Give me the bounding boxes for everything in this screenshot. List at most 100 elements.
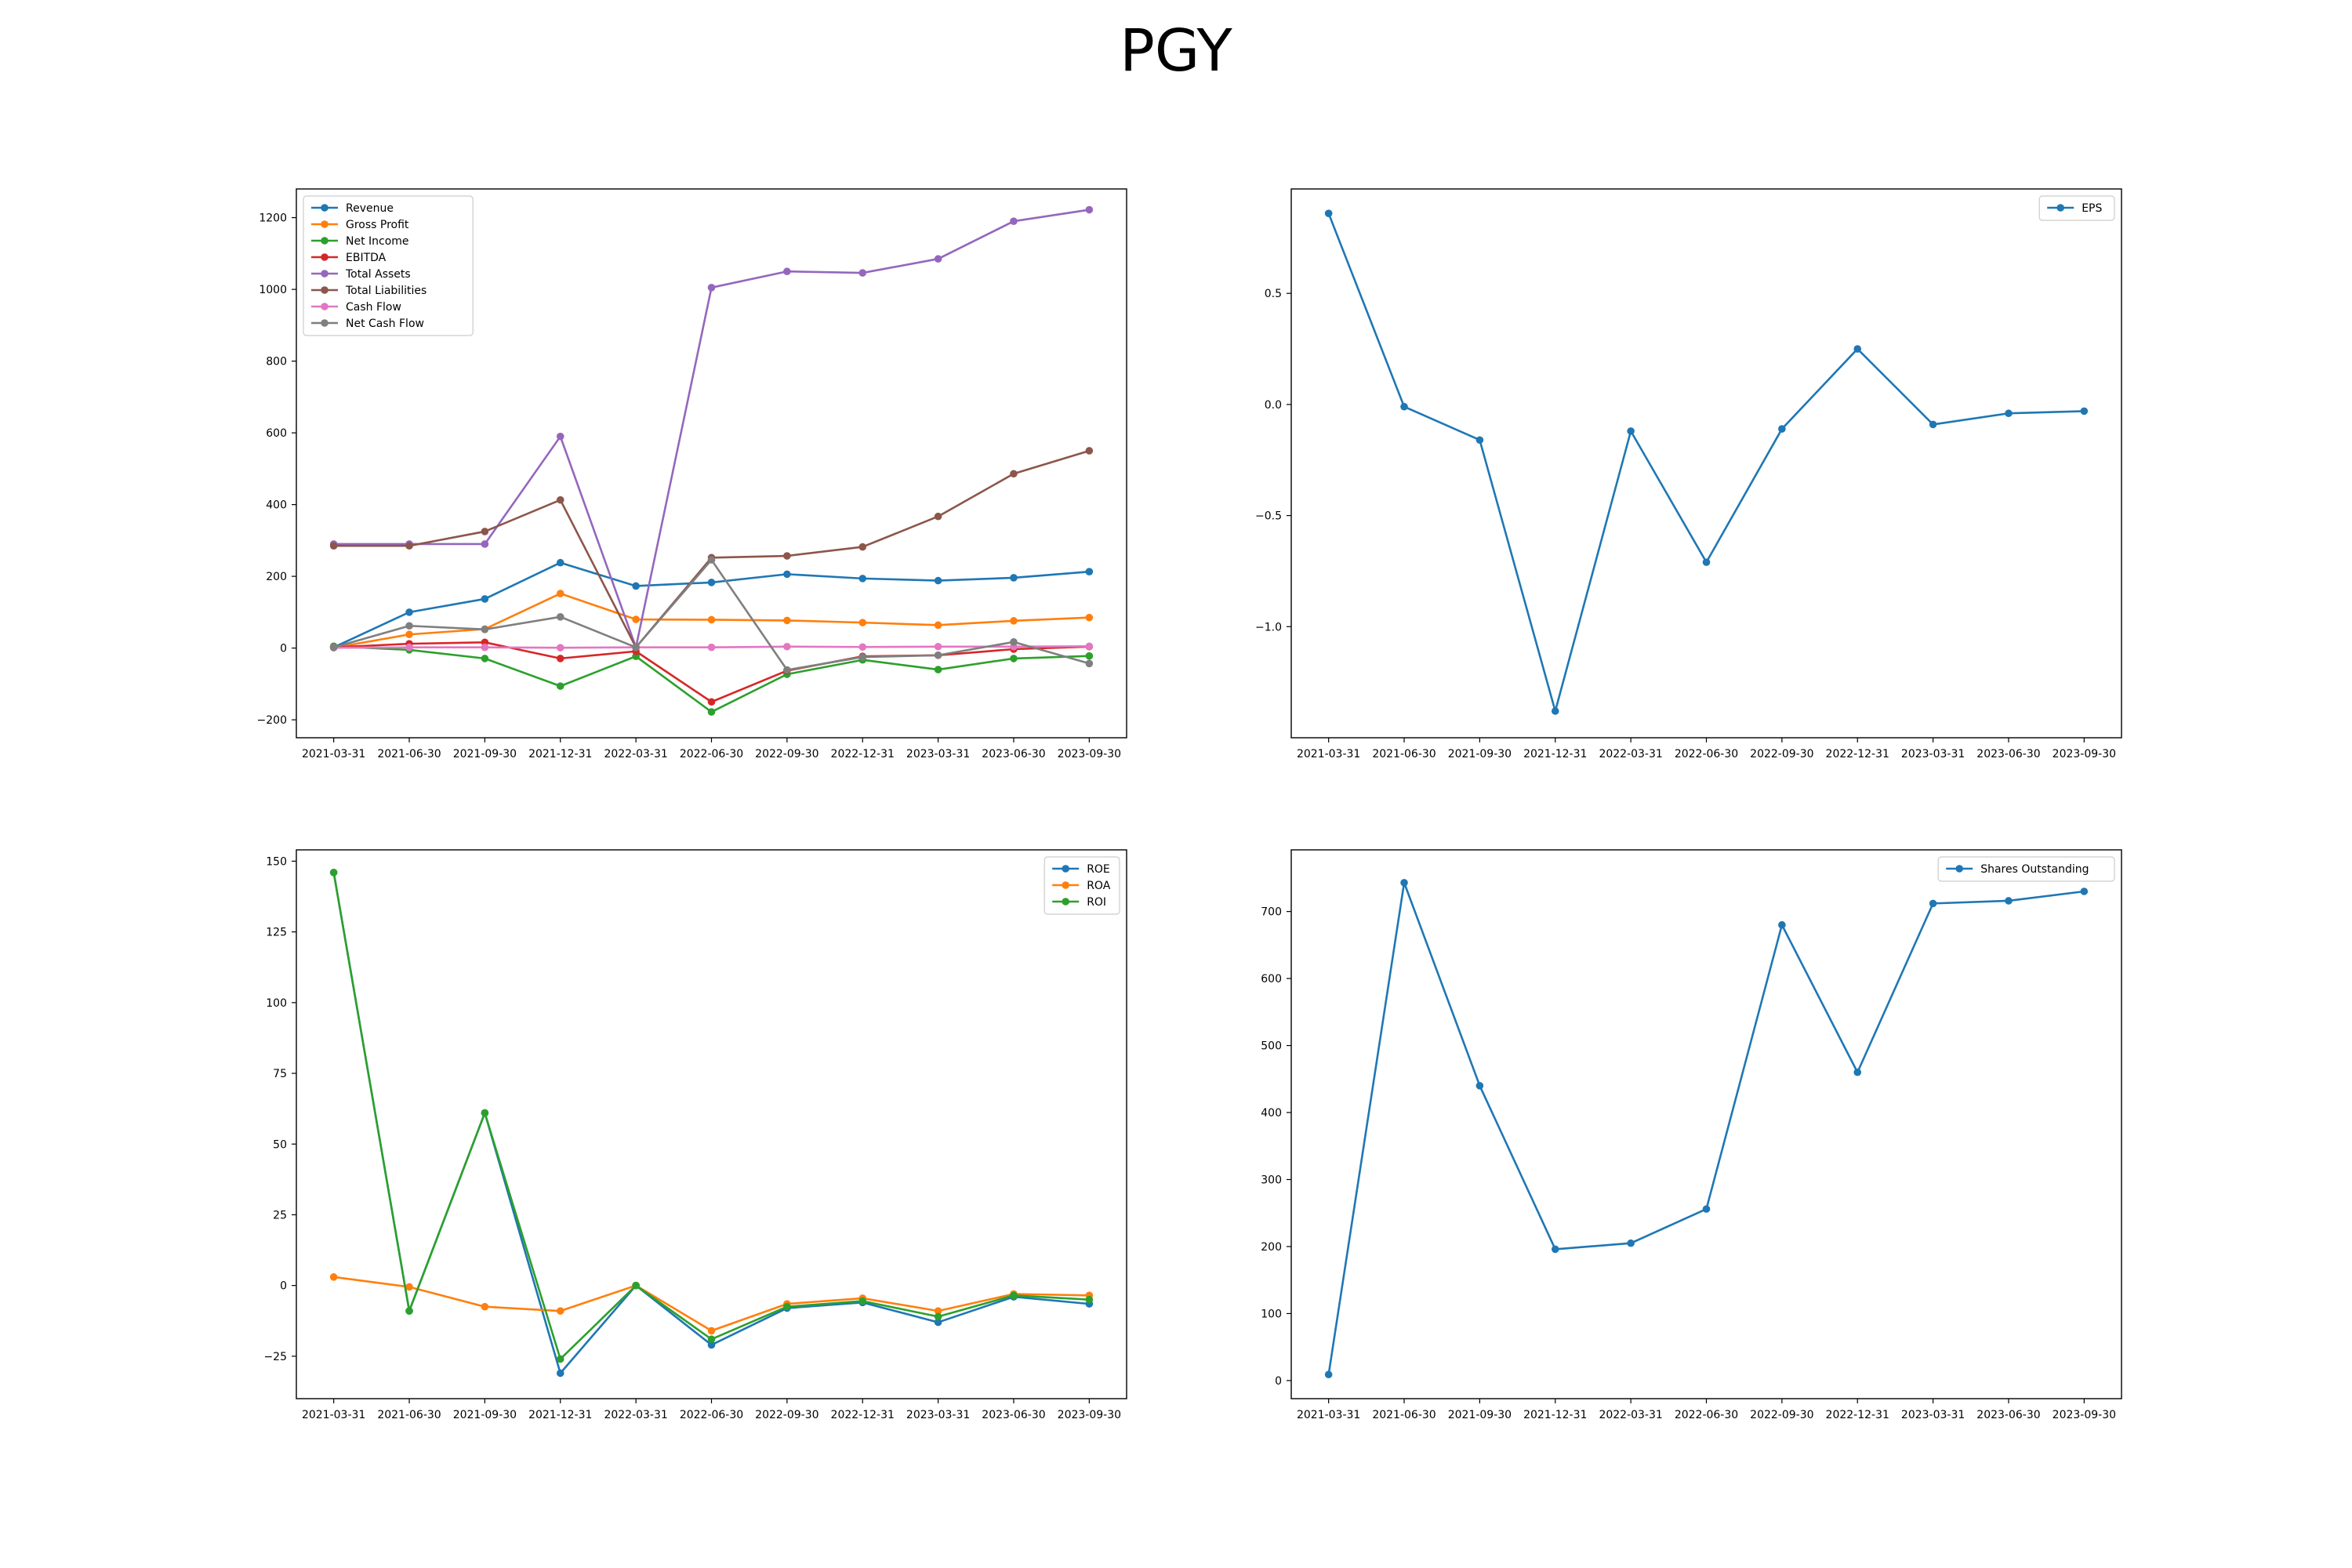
axes-frame [1290,849,2122,1399]
series-line-revenue [333,561,1090,648]
x-tick-label: 2021-03-31 [302,1409,365,1421]
data-point-total-liabilities [329,542,338,550]
x-tick-label: 2022-03-31 [1599,1409,1662,1421]
data-point-roa [329,1273,338,1281]
x-tick-label: 2021-06-30 [1372,1409,1436,1421]
x-tick-label: 2021-06-30 [377,748,441,760]
data-point-roi [405,1307,413,1315]
data-point-net-income [1085,652,1094,660]
data-point-net-income [707,708,716,716]
legend-marker-total-assets [321,270,328,278]
y-tick-label: 400 [1261,1107,1282,1120]
x-tick-label: 2022-12-31 [1826,1409,1889,1421]
data-point-net-cash-flow [783,666,791,674]
data-point-ebitda [707,698,716,706]
legend-marker-roi [1062,898,1069,906]
legend-marker-gross-profit [321,220,328,228]
data-point-cash-flow [405,643,413,652]
data-point-eps [2005,409,2013,418]
subplot-returns: 2021-03-31 2021-06-30 2021-09-30 2021-12-31… [263,849,1127,1421]
data-point-net-income [481,655,489,662]
data-point-total-assets [934,255,942,263]
legend-marker-net-income [321,237,328,245]
data-point-total-assets [1010,217,1018,225]
data-point-roa [707,1327,716,1335]
data-point-revenue [858,575,867,583]
x-tick-label: 2022-03-31 [604,1409,667,1421]
y-tick-label: 500 [1261,1040,1282,1053]
x-tick-label: 2021-06-30 [1372,748,1436,760]
legend-label-revenue: Revenue [346,202,394,215]
x-tick-label: 2023-09-30 [1058,748,1121,760]
x-tick-label: 2022-12-31 [831,1409,895,1421]
x-tick-label: 2021-09-30 [1448,748,1512,760]
legend-marker-eps [2056,204,2064,212]
data-point-shares-outstanding [1929,899,1937,908]
x-tick-label: 2021-12-31 [528,1409,592,1421]
data-point-shares-outstanding [1627,1239,1635,1247]
data-point-net-cash-flow [1085,659,1094,668]
axes-frame [296,849,1127,1399]
legend-label-gross-profit: Gross Profit [346,219,409,231]
x-tick-label: 2022-06-30 [1675,1409,1738,1421]
data-point-gross-profit [556,590,564,597]
data-point-roi [329,869,338,877]
series-line-roe [332,872,1090,1374]
data-point-roe [556,1369,564,1377]
x-tick-label: 2021-09-30 [453,748,517,760]
data-point-roi [632,1281,640,1290]
data-point-shares-outstanding [1475,1082,1484,1090]
legend-label-total-assets: Total Assets [345,268,411,281]
data-point-eps [1778,425,1786,433]
data-point-roi [783,1302,791,1311]
data-point-roa [934,1307,942,1315]
legend-marker-roe [1062,865,1069,873]
x-tick-label: 2021-12-31 [1523,1409,1587,1421]
axes-frame [1290,188,2122,739]
data-point-revenue [707,579,716,586]
y-tick-label: 200 [266,571,287,583]
x-tick-label: 2023-03-31 [906,1409,970,1421]
data-point-shares-outstanding [1551,1245,1559,1254]
x-tick-label: 2022-06-30 [1675,748,1738,760]
y-tick-label: 400 [266,499,287,512]
data-point-cash-flow [481,643,489,652]
data-point-eps [1475,436,1484,445]
data-point-net-cash-flow [632,643,640,652]
x-tick-label: 2021-06-30 [377,1409,441,1421]
data-point-net-income [556,682,564,690]
data-point-eps [1400,402,1408,411]
legend-label-ebitda: EBITDA [346,252,387,264]
data-point-net-cash-flow [556,613,564,621]
data-point-roe [934,1318,942,1327]
y-tick-label: 0 [280,1280,287,1293]
data-point-eps [1627,427,1635,435]
data-point-eps [1324,209,1333,217]
data-point-total-assets [858,269,867,277]
data-point-net-cash-flow [481,626,489,633]
series-line-roa [333,1276,1090,1332]
data-point-roi [556,1355,564,1363]
x-tick-label: 2023-09-30 [2053,748,2116,760]
x-tick-label: 2021-09-30 [453,1409,517,1421]
y-tick-label: 0 [280,643,287,655]
series-line-shares-outstanding [1327,881,2085,1375]
x-tick-label: 2023-06-30 [982,1409,1045,1421]
data-point-net-cash-flow [405,622,413,630]
x-tick-label: 2023-03-31 [1901,1409,1965,1421]
data-point-revenue [1085,568,1094,575]
data-point-total-liabilities [1085,447,1094,455]
y-tick-label: 100 [266,997,287,1010]
data-point-revenue [481,595,489,603]
data-point-roe [707,1341,716,1349]
data-point-eps [1551,707,1559,715]
data-point-gross-profit [1010,617,1018,625]
data-point-gross-profit [783,616,791,625]
data-point-revenue [632,582,640,590]
subplot-shares-outstanding: 2021-03-31 2021-06-30 2021-09-30 2021-12-31… [1261,849,2122,1421]
data-point-net-cash-flow [707,556,716,564]
data-point-eps [1929,420,1937,429]
data-point-net-income [934,666,942,673]
y-tick-label: 1000 [259,284,287,296]
data-point-shares-outstanding [1778,920,1786,929]
